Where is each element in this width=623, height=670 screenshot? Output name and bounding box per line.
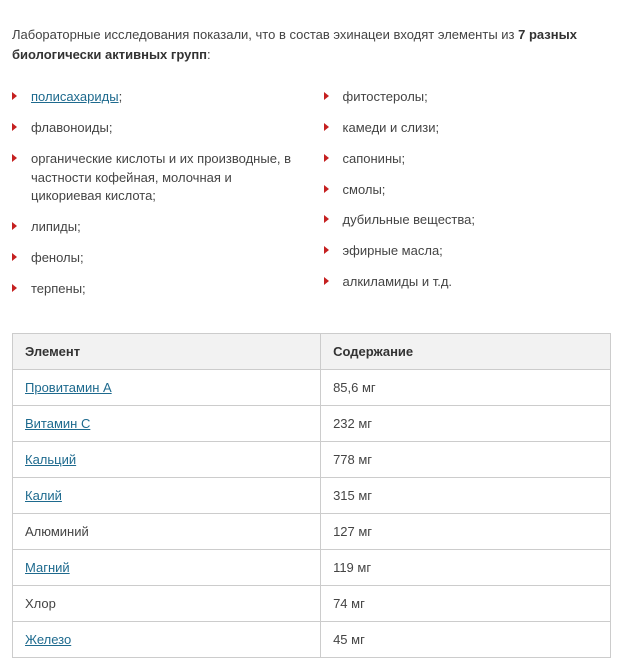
cell-value: 74 мг <box>321 585 611 621</box>
list-item: дубильные вещества; <box>324 205 612 236</box>
bullet-icon <box>12 123 17 131</box>
intro-paragraph: Лабораторные исследования показали, что … <box>12 25 611 64</box>
bullet-icon <box>324 92 329 100</box>
element-link[interactable]: Железо <box>25 632 71 647</box>
bullet-icon <box>324 215 329 223</box>
cell-value: 778 мг <box>321 441 611 477</box>
list-item-text: алкиламиды и т.д. <box>343 273 453 292</box>
list-item-text: флавоноиды; <box>31 119 112 138</box>
table-row: Алюминий127 мг <box>13 513 611 549</box>
intro-post: : <box>207 47 211 62</box>
list-item-text: смолы; <box>343 181 386 200</box>
list-item: камеди и слизи; <box>324 113 612 144</box>
list-right: фитостеролы; камеди и слизи; сапонины; смол… <box>324 82 612 305</box>
element-link[interactable]: Кальций <box>25 452 76 467</box>
bullet-icon <box>12 154 17 162</box>
cell-element: Магний <box>13 549 321 585</box>
table-row: Хлор74 мг <box>13 585 611 621</box>
list-item-text: дубильные вещества; <box>343 211 476 230</box>
cell-element: Кальций <box>13 441 321 477</box>
list-item-text: органические кислоты и их производные, в… <box>31 150 300 207</box>
cell-element: Хлор <box>13 585 321 621</box>
bullet-icon <box>324 246 329 254</box>
list-item: сапонины; <box>324 144 612 175</box>
cell-element: Провитамин А <box>13 369 321 405</box>
list-item-text: полисахариды; <box>31 88 122 107</box>
element-link[interactable]: Магний <box>25 560 70 575</box>
cell-element: Алюминий <box>13 513 321 549</box>
lists-container: полисахариды; флавоноиды; органические кис… <box>12 82 611 305</box>
list-item-text: фитостеролы; <box>343 88 428 107</box>
cell-element: Калий <box>13 477 321 513</box>
cell-value: 45 мг <box>321 621 611 657</box>
intro-pre: Лабораторные исследования показали, что … <box>12 27 518 42</box>
element-link[interactable]: Провитамин А <box>25 380 112 395</box>
list-item-text: сапонины; <box>343 150 406 169</box>
bullet-icon <box>12 253 17 261</box>
list-item: смолы; <box>324 175 612 206</box>
table-row: Провитамин А 85,6 мг <box>13 369 611 405</box>
list-item: полисахариды; <box>12 82 300 113</box>
list-left: полисахариды; флавоноиды; органические кис… <box>12 82 300 305</box>
bullet-icon <box>324 277 329 285</box>
cell-element: Витамин С <box>13 405 321 441</box>
list-item: фенолы; <box>12 243 300 274</box>
cell-element: Железо <box>13 621 321 657</box>
table-row: Калий 315 мг <box>13 477 611 513</box>
list-item: флавоноиды; <box>12 113 300 144</box>
list-item-text: камеди и слизи; <box>343 119 440 138</box>
list-item: липиды; <box>12 212 300 243</box>
bullet-icon <box>12 222 17 230</box>
cell-value: 232 мг <box>321 405 611 441</box>
cell-value: 127 мг <box>321 513 611 549</box>
list-item-text: липиды; <box>31 218 81 237</box>
list-item: фитостеролы; <box>324 82 612 113</box>
list-item-link[interactable]: полисахариды <box>31 89 119 104</box>
list-item-text: эфирные масла; <box>343 242 443 261</box>
table-header-element: Элемент <box>13 333 321 369</box>
table-row: Кальций 778 мг <box>13 441 611 477</box>
bullet-icon <box>12 92 17 100</box>
table-row: Витамин С 232 мг <box>13 405 611 441</box>
list-item: терпены; <box>12 274 300 305</box>
list-item: алкиламиды и т.д. <box>324 267 612 298</box>
elements-table: Элемент Содержание Провитамин А85,6 мгВи… <box>12 333 611 658</box>
list-item-text: фенолы; <box>31 249 84 268</box>
table-row: Магний 119 мг <box>13 549 611 585</box>
bullet-icon <box>324 185 329 193</box>
list-item-text: терпены; <box>31 280 86 299</box>
table-row: Железо 45 мг <box>13 621 611 657</box>
table-header-content: Содержание <box>321 333 611 369</box>
cell-value: 85,6 мг <box>321 369 611 405</box>
cell-value: 315 мг <box>321 477 611 513</box>
list-item: органические кислоты и их производные, в… <box>12 144 300 213</box>
element-link[interactable]: Витамин С <box>25 416 90 431</box>
cell-value: 119 мг <box>321 549 611 585</box>
bullet-icon <box>324 123 329 131</box>
bullet-icon <box>12 284 17 292</box>
element-link[interactable]: Калий <box>25 488 62 503</box>
list-item: эфирные масла; <box>324 236 612 267</box>
bullet-icon <box>324 154 329 162</box>
